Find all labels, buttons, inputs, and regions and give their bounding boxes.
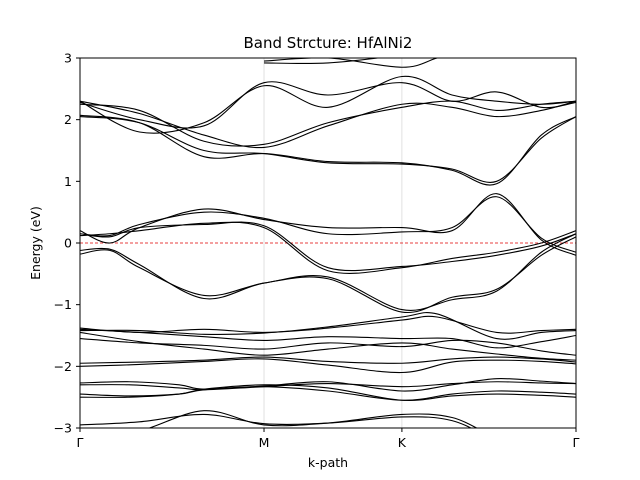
band-line-3 <box>80 384 576 402</box>
band-line-5 <box>80 381 576 391</box>
band-line-22 <box>80 100 576 149</box>
y-tick-label: 1 <box>64 174 72 189</box>
y-tick-label: −1 <box>54 297 72 312</box>
band-line-18 <box>80 221 576 272</box>
band-line-12 <box>80 315 576 334</box>
band-line-0 <box>80 413 473 428</box>
x-tick-label: Γ <box>573 435 580 450</box>
band-line-14 <box>80 233 576 311</box>
band-line-8 <box>80 331 576 361</box>
chart-title: Band Strcture: HfAlNi2 <box>244 34 413 52</box>
bands-group <box>80 58 576 428</box>
band-line-26 <box>264 58 383 65</box>
x-tick-label: Γ <box>77 435 84 450</box>
band-line-1 <box>148 410 478 428</box>
y-tick-label: 2 <box>64 112 72 127</box>
band-line-13 <box>80 236 576 314</box>
band-line-15 <box>80 193 576 256</box>
band-line-17 <box>80 221 576 274</box>
x-tick-label: K <box>398 435 407 450</box>
y-axis-title: Energy (eV) <box>28 206 43 280</box>
band-line-7 <box>80 356 576 364</box>
y-tick-label: −3 <box>54 421 72 436</box>
band-line-2 <box>80 386 576 401</box>
y-tick-label: −2 <box>54 359 72 374</box>
band-line-9 <box>80 338 576 356</box>
band-line-10 <box>80 328 576 349</box>
band-line-24 <box>80 75 576 134</box>
band-line-4 <box>80 378 576 392</box>
band-line-20 <box>80 114 576 186</box>
y-axis-ticks: −3 −2 −1 0 1 2 3 <box>54 51 80 436</box>
band-line-16 <box>80 196 576 253</box>
x-axis-title: k-path <box>308 455 348 470</box>
band-line-23 <box>80 81 576 129</box>
x-tick-label: M <box>259 435 270 450</box>
y-tick-label: 3 <box>64 51 72 66</box>
band-line-6 <box>80 358 576 374</box>
band-line-19 <box>80 116 576 183</box>
band-line-11 <box>80 312 576 340</box>
y-tick-label: 0 <box>64 236 72 251</box>
